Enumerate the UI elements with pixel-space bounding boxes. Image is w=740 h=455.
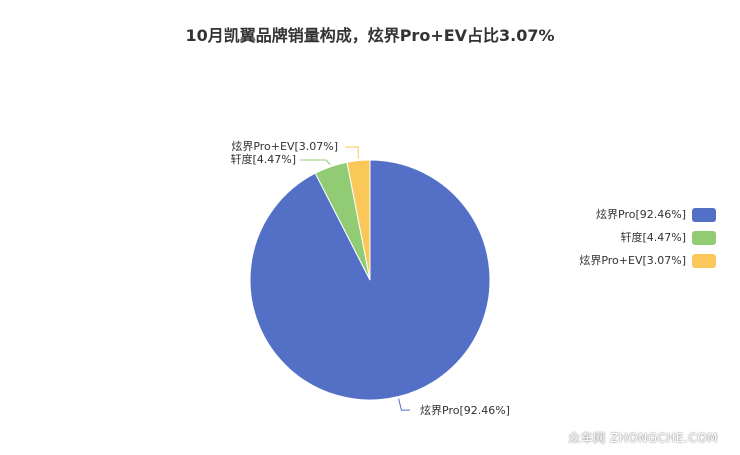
chart-title: 10月凯翼品牌销量构成，炫界Pro+EV占比3.07% — [185, 26, 555, 45]
legend-swatch-0[interactable] — [692, 208, 716, 222]
legend-swatch-1[interactable] — [692, 231, 716, 245]
slice-label-0: 炫界Pro[92.46%] — [420, 403, 510, 417]
pie-slices — [249, 159, 491, 401]
leader-line-1 — [300, 159, 331, 166]
legend-swatch-2[interactable] — [692, 254, 716, 268]
leader-line-2 — [345, 146, 359, 159]
legend-label-2: 炫界Pro+EV[3.07%] — [579, 253, 686, 267]
slice-label-1: 轩度[4.47%] — [230, 152, 296, 166]
watermark: 众车网 ZHONGCHE.COM — [568, 431, 718, 445]
pie-slice-2[interactable] — [346, 159, 371, 281]
legend-label-1: 轩度[4.47%] — [620, 230, 686, 244]
legend: 炫界Pro[92.46%] 轩度[4.47%] 炫界Pro+EV[3.07%] — [579, 207, 716, 268]
slice-label-2: 炫界Pro+EV[3.07%] — [231, 139, 338, 153]
legend-label-0: 炫界Pro[92.46%] — [596, 207, 686, 221]
slice-labels: 炫界Pro[92.46%] 轩度[4.47%]炫界Pro+EV[3.07%] — [230, 139, 510, 417]
leader-line-0 — [398, 398, 411, 411]
